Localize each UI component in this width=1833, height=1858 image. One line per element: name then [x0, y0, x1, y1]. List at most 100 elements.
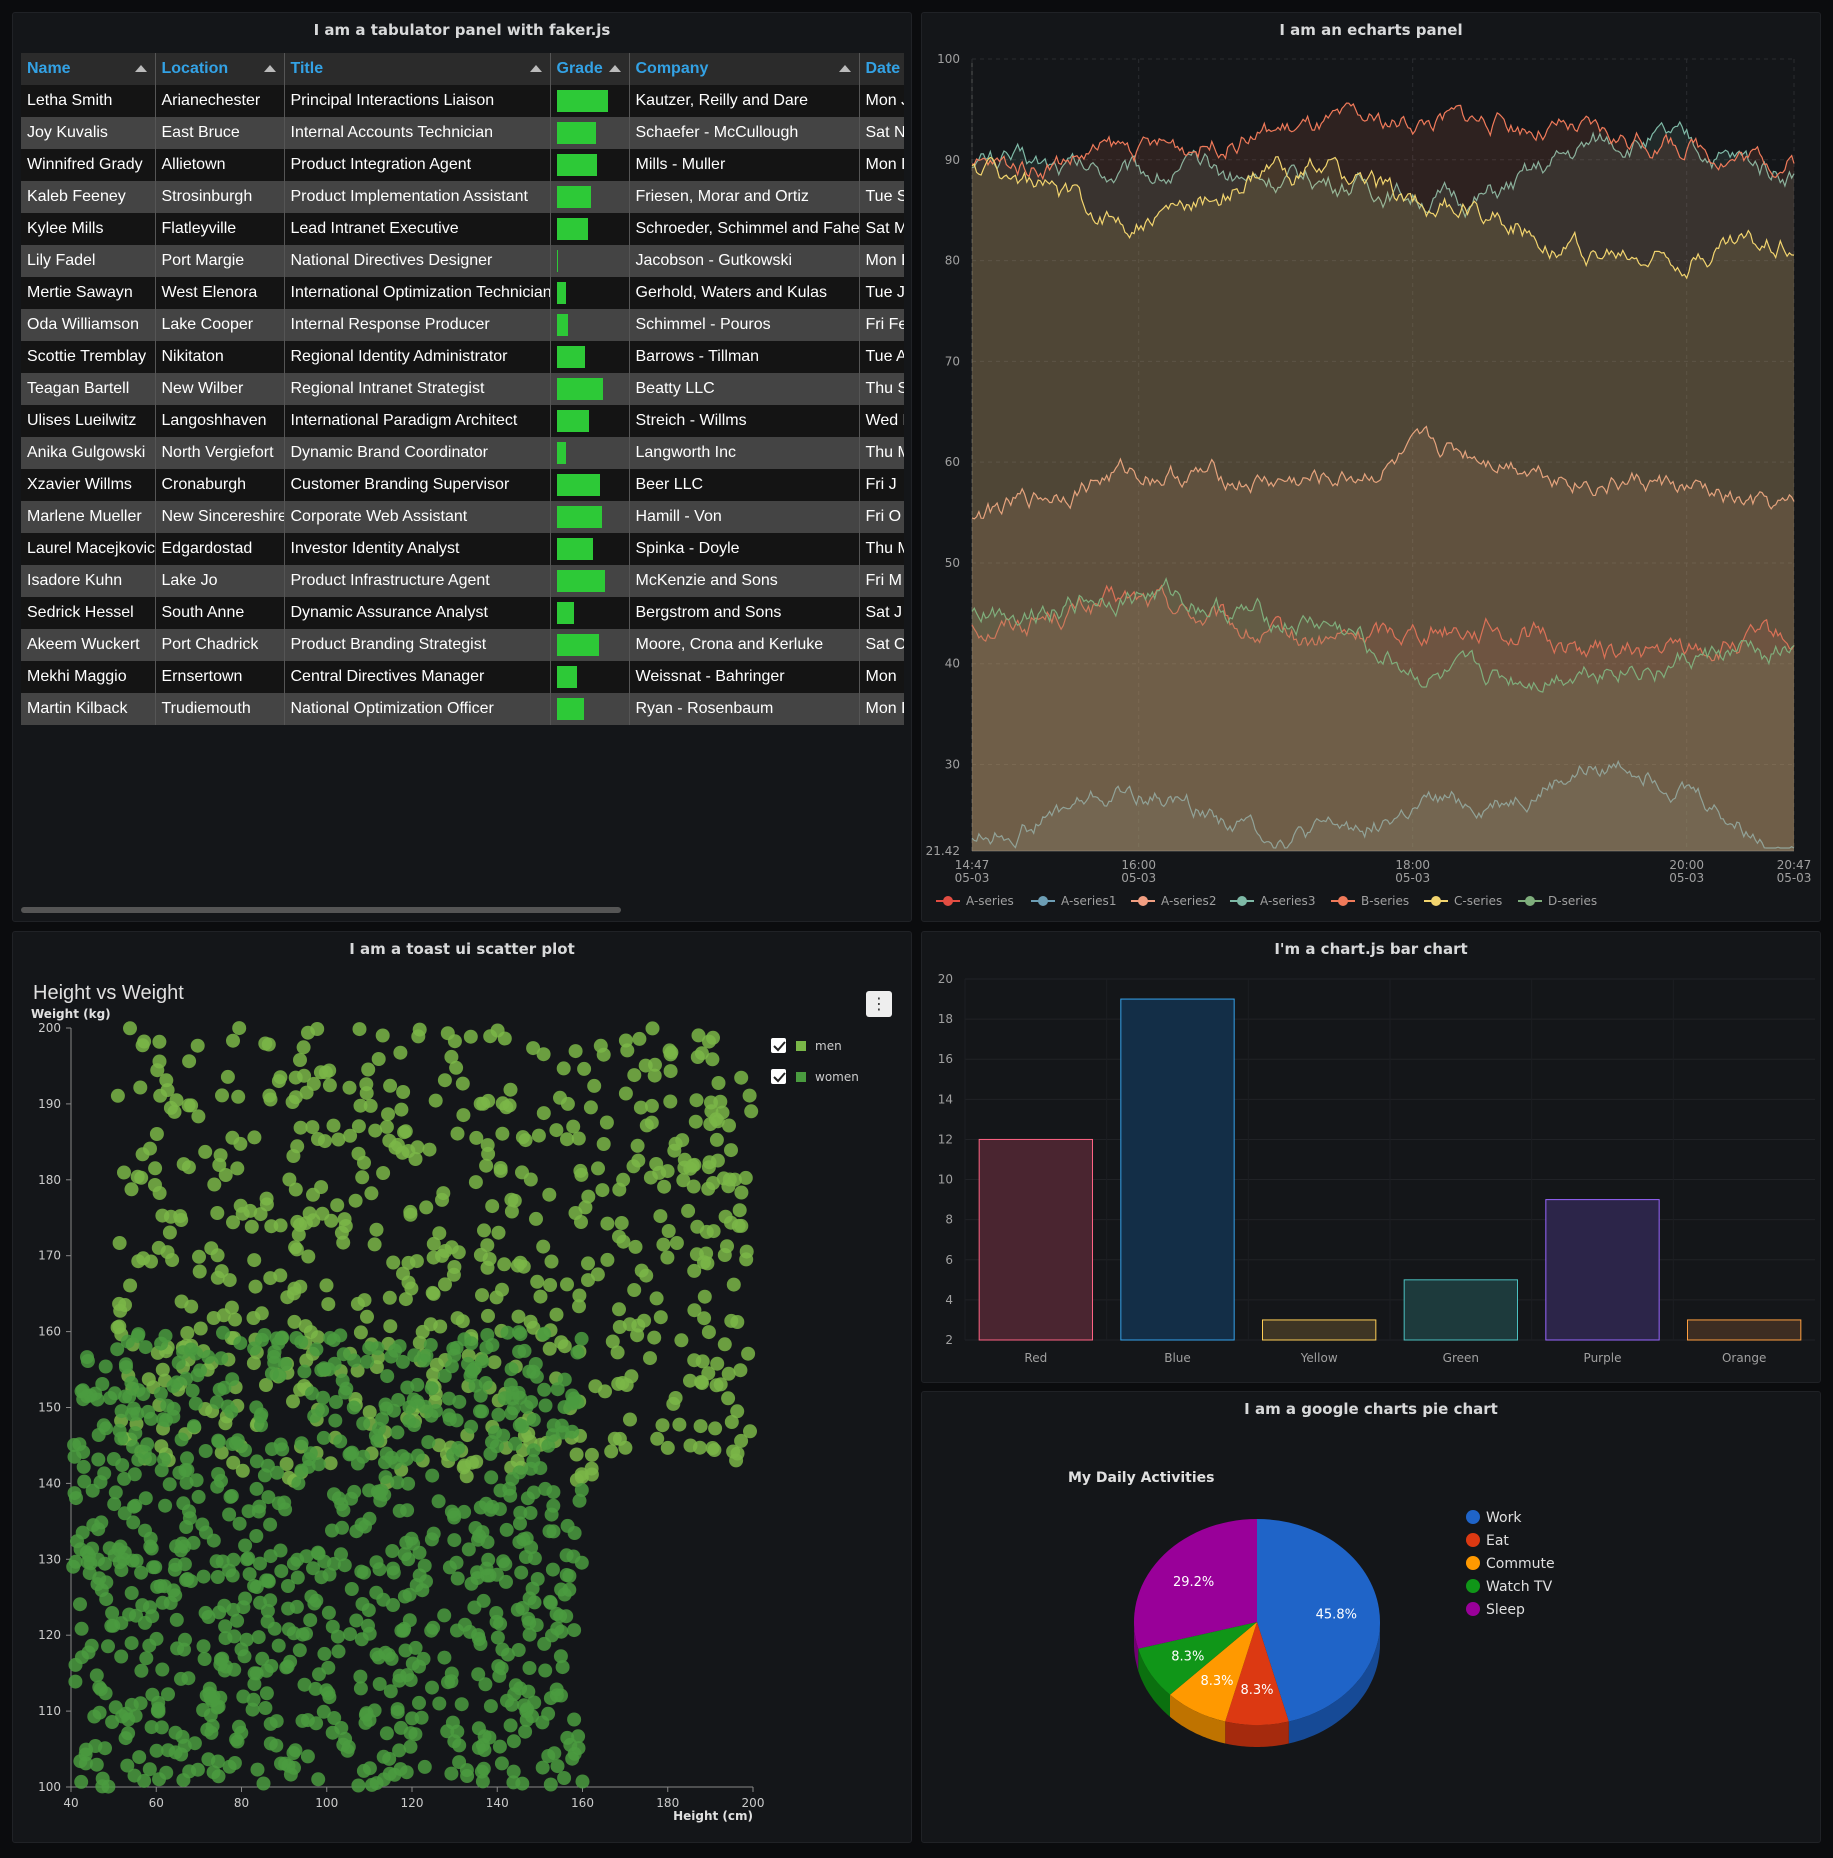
- scatter-point: [176, 1773, 191, 1788]
- table-row[interactable]: Mekhi Maggio Ernsertown Central Directives…: [21, 661, 904, 693]
- table-row[interactable]: Akeem Wuckert Port Chadrick Product Brandi…: [21, 629, 904, 661]
- table-row[interactable]: Ulises Lueilwitz Langoshhaven Internationa…: [21, 405, 904, 437]
- table-row[interactable]: Laurel Macejkovic Edgardostad Investor Ide…: [21, 533, 904, 565]
- sort-arrow-icon[interactable]: [608, 65, 621, 72]
- scatter-point: [471, 1628, 486, 1643]
- legend-item-commute[interactable]: Commute: [1466, 1556, 1555, 1572]
- bar-red[interactable]: [978, 1138, 1094, 1341]
- pie-slice-sleep[interactable]: [1133, 1519, 1257, 1649]
- y-tick-label: 90: [945, 153, 960, 167]
- sort-arrow-icon[interactable]: [134, 65, 147, 72]
- scatter-point: [218, 1659, 233, 1674]
- bar-orange[interactable]: [1687, 1319, 1802, 1341]
- scatter-point: [444, 1049, 459, 1064]
- pie-slice-work[interactable]: [1257, 1519, 1381, 1722]
- legend-item-watch-tv[interactable]: Watch TV: [1466, 1579, 1553, 1595]
- legend-item-men[interactable]: men: [771, 1038, 842, 1053]
- legend-item-women[interactable]: women: [771, 1069, 859, 1084]
- location-cell: Port Chadrick: [155, 629, 285, 661]
- table-row[interactable]: Xzavier Willms Cronaburgh Customer Brandin…: [21, 469, 904, 501]
- scatter-point: [232, 1719, 246, 1734]
- scatter-point: [264, 1366, 279, 1381]
- scatter-point: [124, 1636, 139, 1651]
- legend-checkbox: [771, 1069, 786, 1084]
- scatter-point: [612, 1182, 627, 1197]
- legend-item-D-series[interactable]: D-series: [1518, 894, 1597, 908]
- legend-item-sleep[interactable]: Sleep: [1466, 1602, 1525, 1618]
- table-row[interactable]: Teagan Bartell New Wilber Regional Intrane…: [21, 373, 904, 405]
- legend-item-eat[interactable]: Eat: [1466, 1533, 1509, 1549]
- horizontal-scrollbar[interactable]: [21, 907, 621, 913]
- pie-slice-eat[interactable]: [1225, 1622, 1289, 1726]
- table-row[interactable]: Scottie Tremblay Nikitaton Regional Identi…: [21, 341, 904, 373]
- sort-arrow-icon[interactable]: [838, 65, 851, 72]
- bar-purple[interactable]: [1545, 1199, 1660, 1341]
- scatter-point: [165, 1253, 180, 1267]
- table-row[interactable]: Joy Kuvalis East Bruce Internal Accounts T…: [21, 117, 904, 149]
- scatter-point: [142, 1600, 157, 1615]
- title-cell: Customer Branding Supervisor: [284, 469, 551, 501]
- scatter-point: [336, 1347, 351, 1362]
- scatter-point: [126, 1439, 141, 1454]
- grade-cell: [550, 501, 630, 533]
- column-header-name[interactable]: Name: [21, 53, 156, 85]
- scatter-point: [428, 1093, 443, 1108]
- legend-item-C-series[interactable]: C-series: [1424, 894, 1502, 908]
- scatter-point: [554, 1418, 569, 1433]
- table-row[interactable]: Sedrick Hessel South Anne Dynamic Assuranc…: [21, 597, 904, 629]
- scatter-point: [263, 1736, 278, 1751]
- pie-slice-watch-tv[interactable]: [1138, 1622, 1257, 1695]
- column-header-date-of-birth[interactable]: Date Of Birth: [859, 53, 904, 85]
- scatter-point: [531, 1128, 546, 1143]
- bar-blue[interactable]: [1120, 998, 1235, 1341]
- column-header-company[interactable]: Company: [629, 53, 860, 85]
- table-row[interactable]: Letha Smith Arianechester Principal Intera…: [21, 85, 904, 117]
- scatter-point: [575, 1774, 590, 1789]
- legend-item-A-series[interactable]: A-series: [936, 894, 1014, 908]
- scatter-point: [473, 1247, 488, 1262]
- y-axis-title: Weight (kg): [31, 1007, 111, 1021]
- table-row[interactable]: Mertie Sawayn West Elenora International O…: [21, 277, 904, 309]
- scatter-point: [316, 1361, 331, 1376]
- scatter-point: [701, 1325, 716, 1340]
- legend-item-A-series2[interactable]: A-series2: [1131, 894, 1216, 908]
- legend-item-B-series[interactable]: B-series: [1331, 894, 1409, 908]
- column-header-location[interactable]: Location: [155, 53, 285, 85]
- scatter-point: [600, 1216, 615, 1231]
- sort-arrow-icon[interactable]: [529, 65, 542, 72]
- location-cell: New Sincereshire: [155, 501, 285, 533]
- table-row[interactable]: Lily Fadel Port Margie National Directives…: [21, 245, 904, 277]
- table-row[interactable]: Winnifred Grady Allietown Product Integrat…: [21, 149, 904, 181]
- legend-item-A-series1[interactable]: A-series1: [1031, 894, 1116, 908]
- sort-arrow-icon[interactable]: [263, 65, 276, 72]
- pie-slice-commute[interactable]: [1170, 1622, 1257, 1722]
- scatter-point: [379, 1119, 394, 1134]
- table-row[interactable]: Isadore Kuhn Lake Jo Product Infrastructur…: [21, 565, 904, 597]
- chart-menu-button[interactable]: ⋮: [866, 991, 892, 1017]
- scatter-point: [117, 1165, 131, 1180]
- legend-swatch: [796, 1072, 806, 1082]
- date-cell: Wed M: [859, 405, 904, 437]
- bar-green[interactable]: [1403, 1279, 1518, 1341]
- table-row[interactable]: Oda Williamson Lake Cooper Internal Respon…: [21, 309, 904, 341]
- x-tick-time: 14:47: [955, 858, 990, 872]
- table-row[interactable]: Martin Kilback Trudiemouth National Optimi…: [21, 693, 904, 725]
- grade-progress-bar: [556, 282, 566, 304]
- scatter-point: [267, 1355, 282, 1370]
- scatter-point: [706, 1224, 721, 1239]
- table-row[interactable]: Kylee Mills Flatleyville Lead Intranet Exe…: [21, 213, 904, 245]
- bar-yellow[interactable]: [1262, 1319, 1377, 1341]
- scatter-point: [386, 1561, 400, 1576]
- legend-item-A-series3[interactable]: A-series3: [1230, 894, 1315, 908]
- column-header-grade[interactable]: Grade: [550, 53, 630, 85]
- data-table: Name Location Title Grade Company Date Of Bir…: [21, 53, 904, 725]
- table-row[interactable]: Anika Gulgowski North Vergiefort Dynamic B…: [21, 437, 904, 469]
- scatter-point: [667, 1143, 682, 1158]
- table-row[interactable]: Kaleb Feeney Strosinburgh Product Implemen…: [21, 181, 904, 213]
- column-header-title[interactable]: Title: [284, 53, 551, 85]
- scatter-point: [129, 1553, 144, 1568]
- table-row[interactable]: Marlene Mueller New Sincereshire Corporate…: [21, 501, 904, 533]
- scatter-point: [460, 1769, 475, 1783]
- scatter-point: [650, 1431, 665, 1446]
- legend-item-work[interactable]: Work: [1466, 1510, 1522, 1526]
